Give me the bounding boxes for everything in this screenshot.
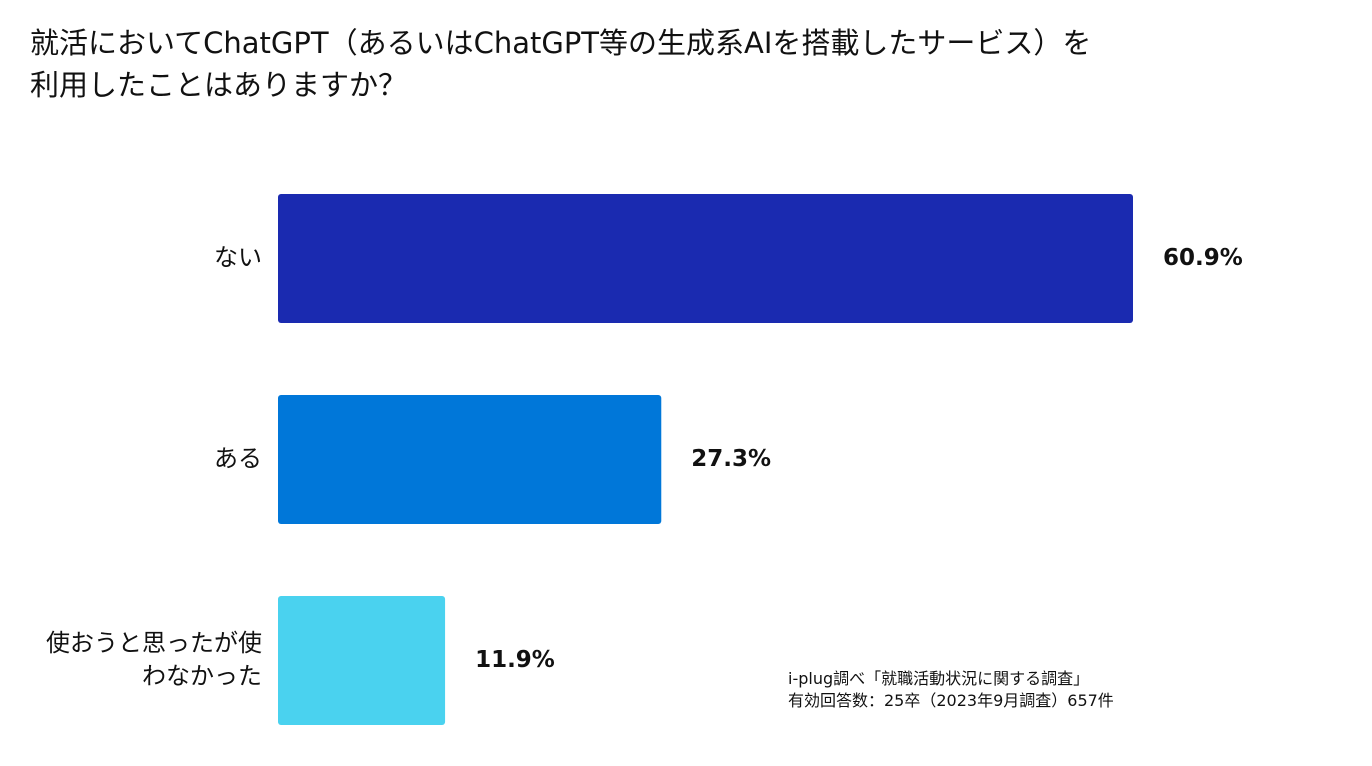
category-label-1: ある <box>214 445 262 473</box>
value-label-2: 11.9% <box>475 647 555 673</box>
category-label-2-line-0: 使おうと思ったが使 <box>46 629 262 657</box>
bar-0 <box>278 194 1133 323</box>
value-label-1: 27.3% <box>691 446 771 472</box>
source-note: i-plug調べ「就職活動状況に関する調査」 有効回答数：25卒（2023年9月… <box>788 668 1114 712</box>
bar-1 <box>278 395 662 524</box>
category-label-2: 使おうと思ったが使わなかった <box>46 629 262 690</box>
category-label-2-line-1: わなかった <box>142 662 262 690</box>
value-label-0: 60.9% <box>1163 245 1243 271</box>
bar-2 <box>278 596 446 725</box>
source-line-2: 有効回答数：25卒（2023年9月調査）657件 <box>788 691 1114 710</box>
chart-title: 就活においてChatGPT（あるいはChatGPT等の生成系AIを搭載したサービ… <box>30 22 1330 106</box>
chart-title-line-2: 利用したことはありますか？ <box>30 68 408 102</box>
source-line-1: i-plug調べ「就職活動状況に関する調査」 <box>788 669 1090 688</box>
category-label-1-line-0: ある <box>214 445 262 473</box>
chart-title-line-1: 就活においてChatGPT（あるいはChatGPT等の生成系AIを搭載したサービ… <box>30 26 1092 60</box>
category-label-0-line-0: ない <box>214 244 262 272</box>
category-label-0: ない <box>214 244 262 272</box>
